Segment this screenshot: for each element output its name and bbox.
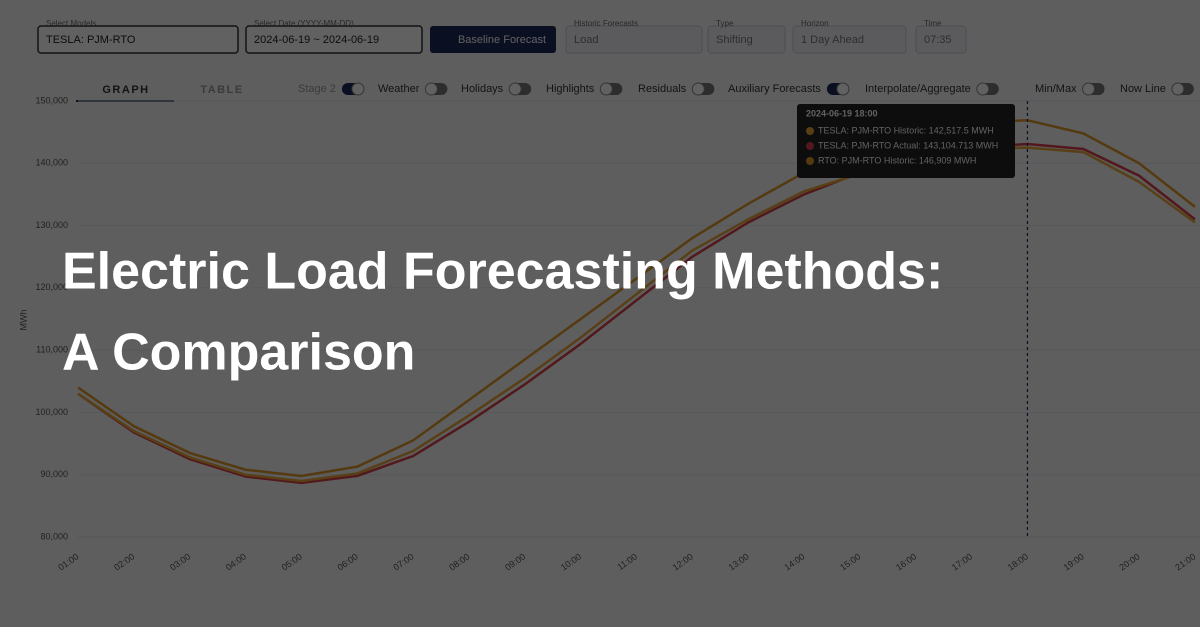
headline: A Comparison — [62, 324, 415, 382]
headline: Electric Load Forecasting Methods: — [62, 243, 943, 301]
